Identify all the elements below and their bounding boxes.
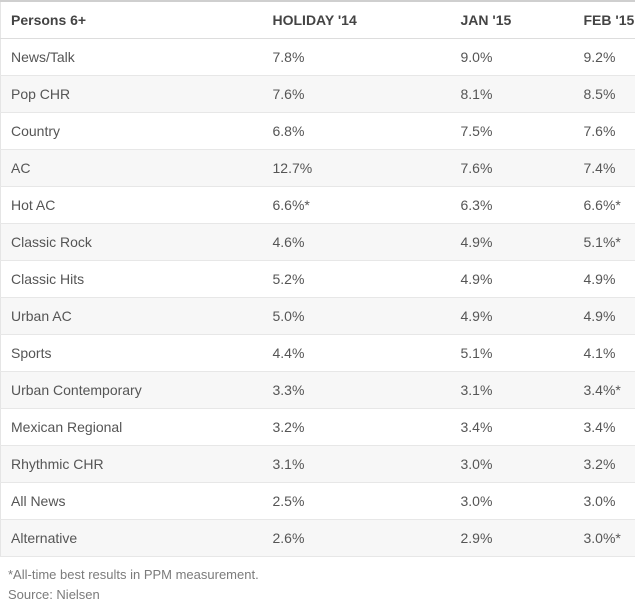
format-label: Alternative bbox=[0, 519, 263, 557]
format-label: Pop CHR bbox=[0, 75, 263, 113]
table-row: Rhythmic CHR 3.1% 3.0% 3.2% bbox=[0, 445, 635, 483]
table-row: Classic Hits 5.2% 4.9% 4.9% bbox=[0, 260, 635, 298]
value-feb: 3.2% bbox=[573, 445, 635, 483]
value-holiday: 2.6% bbox=[262, 519, 451, 557]
value-feb: 7.6% bbox=[573, 112, 635, 150]
table-row: Alternative 2.6% 2.9% 3.0%* bbox=[0, 519, 635, 557]
value-jan: 2.9% bbox=[450, 519, 574, 557]
value-feb: 7.4% bbox=[573, 149, 635, 187]
table-row: Urban AC 5.0% 4.9% 4.9% bbox=[0, 297, 635, 335]
table-row: Pop CHR 7.6% 8.1% 8.5% bbox=[0, 75, 635, 113]
format-label: Classic Rock bbox=[0, 223, 263, 261]
value-jan: 9.0% bbox=[450, 38, 574, 76]
format-label: Sports bbox=[0, 334, 263, 372]
table-row: All News 2.5% 3.0% 3.0% bbox=[0, 482, 635, 520]
value-holiday: 5.0% bbox=[262, 297, 451, 335]
value-jan: 5.1% bbox=[450, 334, 574, 372]
value-jan: 3.1% bbox=[450, 371, 574, 409]
table-row: Hot AC 6.6%* 6.3% 6.6%* bbox=[0, 186, 635, 224]
format-label: AC bbox=[0, 149, 263, 187]
value-feb: 4.9% bbox=[573, 297, 635, 335]
format-label: All News bbox=[0, 482, 263, 520]
value-jan: 7.5% bbox=[450, 112, 574, 150]
table-row: Urban Contemporary 3.3% 3.1% 3.4%* bbox=[0, 371, 635, 409]
value-holiday: 6.6%* bbox=[262, 186, 451, 224]
value-feb: 3.4%* bbox=[573, 371, 635, 409]
value-holiday: 2.5% bbox=[262, 482, 451, 520]
table-row: AC 12.7% 7.6% 7.4% bbox=[0, 149, 635, 187]
value-jan: 8.1% bbox=[450, 75, 574, 113]
footnote-source: Source: Nielsen bbox=[8, 587, 100, 602]
value-feb: 6.6%* bbox=[573, 186, 635, 224]
value-holiday: 3.3% bbox=[262, 371, 451, 409]
format-label: Classic Hits bbox=[0, 260, 263, 298]
value-holiday: 4.4% bbox=[262, 334, 451, 372]
value-feb: 4.1% bbox=[573, 334, 635, 372]
format-ratings-table: Persons 6+ HOLIDAY '14 JAN '15 FEB '15 N… bbox=[0, 0, 635, 557]
value-holiday: 3.1% bbox=[262, 445, 451, 483]
format-label: Rhythmic CHR bbox=[0, 445, 263, 483]
format-label: News/Talk bbox=[0, 38, 263, 76]
value-feb: 8.5% bbox=[573, 75, 635, 113]
value-jan: 4.9% bbox=[450, 297, 574, 335]
format-label: Hot AC bbox=[0, 186, 263, 224]
value-holiday: 7.6% bbox=[262, 75, 451, 113]
value-feb: 4.9% bbox=[573, 260, 635, 298]
table-header-row: Persons 6+ HOLIDAY '14 JAN '15 FEB '15 bbox=[0, 1, 635, 39]
value-jan: 3.4% bbox=[450, 408, 574, 446]
value-feb: 3.4% bbox=[573, 408, 635, 446]
footnote: *All-time best results in PPM measuremen… bbox=[0, 557, 635, 604]
value-feb: 5.1%* bbox=[573, 223, 635, 261]
header-cell-feb-15: FEB '15 bbox=[573, 1, 635, 39]
value-holiday: 6.8% bbox=[262, 112, 451, 150]
format-label: Urban AC bbox=[0, 297, 263, 335]
value-jan: 4.9% bbox=[450, 223, 574, 261]
value-jan: 7.6% bbox=[450, 149, 574, 187]
value-feb: 3.0% bbox=[573, 482, 635, 520]
table-row: Classic Rock 4.6% 4.9% 5.1%* bbox=[0, 223, 635, 261]
table-row: Sports 4.4% 5.1% 4.1% bbox=[0, 334, 635, 372]
format-label: Urban Contemporary bbox=[0, 371, 263, 409]
header-cell-holiday-14: HOLIDAY '14 bbox=[262, 1, 451, 39]
table-row: News/Talk 7.8% 9.0% 9.2% bbox=[0, 38, 635, 76]
value-jan: 3.0% bbox=[450, 445, 574, 483]
format-label: Mexican Regional bbox=[0, 408, 263, 446]
value-holiday: 12.7% bbox=[262, 149, 451, 187]
value-feb: 3.0%* bbox=[573, 519, 635, 557]
value-holiday: 5.2% bbox=[262, 260, 451, 298]
format-label: Country bbox=[0, 112, 263, 150]
value-jan: 4.9% bbox=[450, 260, 574, 298]
table-row: Country 6.8% 7.5% 7.6% bbox=[0, 112, 635, 150]
value-jan: 6.3% bbox=[450, 186, 574, 224]
table-row: Mexican Regional 3.2% 3.4% 3.4% bbox=[0, 408, 635, 446]
value-holiday: 4.6% bbox=[262, 223, 451, 261]
value-feb: 9.2% bbox=[573, 38, 635, 76]
header-cell-persons: Persons 6+ bbox=[0, 1, 263, 39]
value-holiday: 7.8% bbox=[262, 38, 451, 76]
header-cell-jan-15: JAN '15 bbox=[450, 1, 574, 39]
value-holiday: 3.2% bbox=[262, 408, 451, 446]
value-jan: 3.0% bbox=[450, 482, 574, 520]
footnote-note: *All-time best results in PPM measuremen… bbox=[8, 567, 259, 582]
